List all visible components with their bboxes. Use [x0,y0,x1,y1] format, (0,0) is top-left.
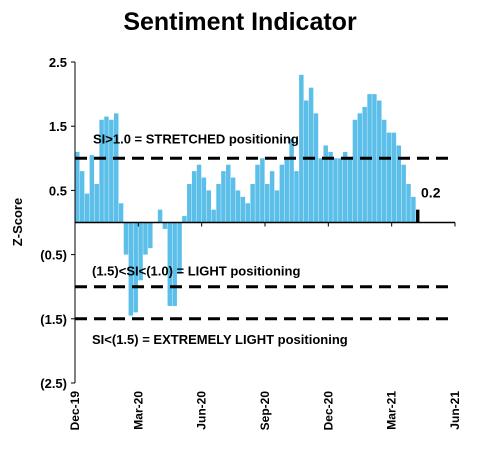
y-tick-label: 2.5 [49,55,67,70]
bar [308,87,314,223]
bar [357,113,363,223]
bar [206,190,212,223]
bar [318,158,324,223]
x-tick-label: Dec-20 [321,391,335,431]
y-tick-label: 1.5 [49,119,67,134]
y-tick-label: (0.5) [40,248,67,263]
bar [279,164,285,223]
bar [284,158,289,223]
chart-title: Sentiment Indicator [123,8,357,36]
reference-label: (1.5)<SI<(1.0) = LIGHT positioning [92,264,300,279]
bar [89,155,95,223]
bar [191,171,197,223]
bar [269,171,275,223]
x-tick-label: Jun-20 [195,391,209,430]
bar [338,158,343,223]
bar [230,177,236,223]
bar [406,183,411,223]
bar [118,203,124,223]
bar [289,139,294,223]
reference-label: SI>1.0 = STRETCHED positioning [93,131,299,146]
bar [79,171,85,223]
bar [386,132,392,223]
bar [235,190,241,223]
bar [113,113,119,223]
bar [143,222,148,255]
bar [84,193,90,223]
bar [396,145,402,223]
bar [391,132,397,223]
bar [372,94,377,223]
bar [303,100,309,223]
bar [201,177,207,223]
bar [109,119,114,223]
bar [352,119,358,223]
x-tick-label: Jun-21 [448,391,462,430]
bar [411,196,416,223]
bar [333,158,338,223]
bar [196,164,202,223]
bar [416,209,420,223]
bar [362,106,367,223]
x-tick-label: Mar-20 [131,391,145,430]
bar [104,116,109,223]
bar [182,216,187,223]
bar [177,222,182,274]
bar [245,203,250,223]
bar [138,222,143,281]
bar [313,113,319,223]
bar [94,183,99,223]
bar [123,222,129,255]
bar [128,222,134,316]
bar [274,190,280,223]
bar [240,196,246,223]
bar [133,222,138,313]
bar [167,222,173,306]
y-tick-label: (1.5) [40,312,67,327]
bar [381,119,387,223]
bar [342,151,348,223]
x-tick-label: Dec-19 [68,391,82,431]
reference-label: SI<(1.5) = EXTREMELY LIGHT positioning [92,332,348,347]
bar [187,183,192,223]
bar [260,158,265,223]
bar [401,164,406,223]
data-label: 0.2 [421,185,441,201]
bar [99,119,104,223]
bar [347,158,353,223]
y-tick-label: (2.5) [40,376,67,391]
x-tick-label: Mar-21 [385,391,399,430]
bar [328,151,333,223]
bar [148,222,153,249]
bar [377,100,382,223]
x-tick-label: Sep-20 [258,391,272,431]
bar [265,183,270,223]
bar [162,222,168,229]
bar [226,164,231,223]
bar [216,183,221,223]
bar [221,171,226,223]
bar [172,222,177,306]
bar [250,183,255,223]
bar [255,164,260,223]
bar [75,151,80,223]
y-axis-label: Z-Score [10,198,25,246]
bar [323,145,328,223]
bar [299,74,304,223]
bar [211,209,216,223]
bar [157,209,163,223]
bar [294,171,299,223]
y-tick-label: 0.5 [49,183,67,198]
